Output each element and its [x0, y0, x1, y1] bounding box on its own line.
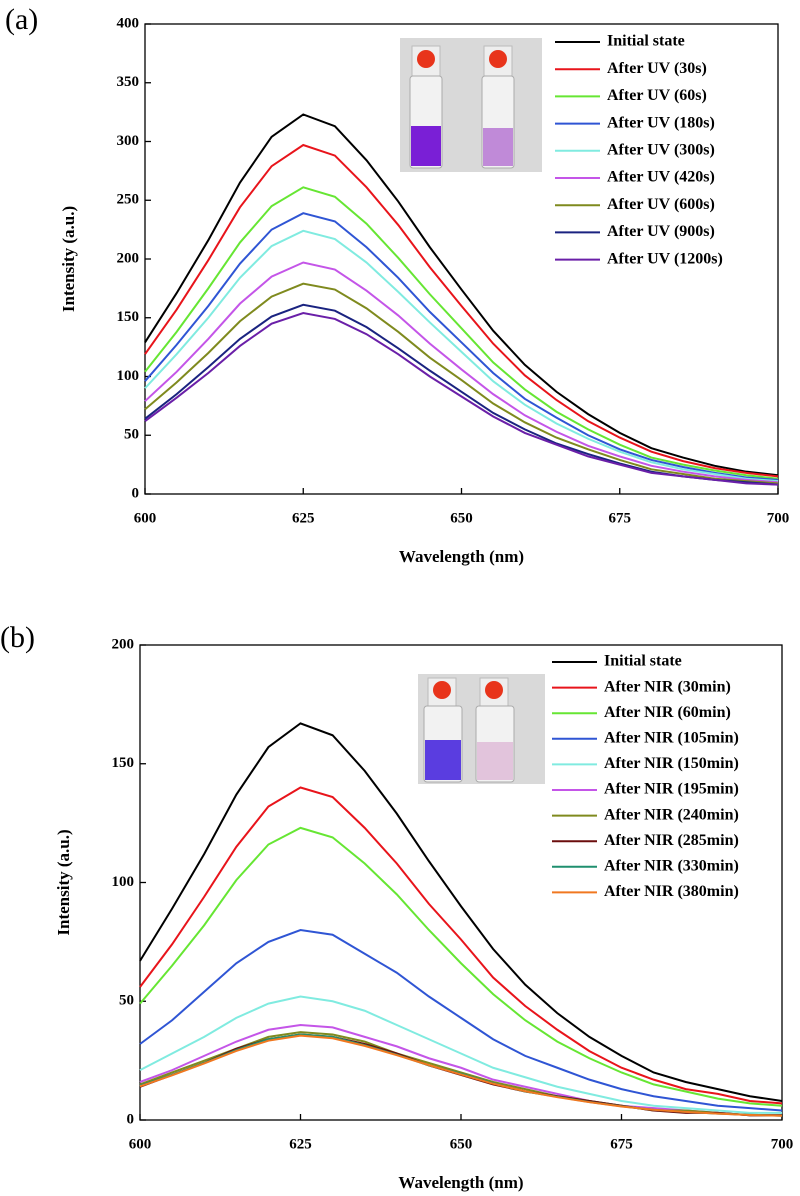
legend-label: After UV (30s): [607, 60, 707, 77]
x-tick-label: 650: [450, 510, 473, 526]
legend-label: After NIR (240min): [604, 806, 739, 823]
y-tick-label: 150: [117, 309, 140, 325]
y-tick-label: 350: [117, 74, 140, 90]
panel-label: (b): [0, 621, 35, 654]
data-line: [144, 282, 779, 485]
legend-label: After NIR (150min): [604, 755, 739, 772]
x-axis-label: Wavelength (nm): [398, 1173, 523, 1192]
data-line: [139, 995, 782, 1114]
legend-label: After NIR (330min): [604, 857, 739, 874]
data-line: [144, 143, 779, 478]
data-line: [144, 261, 779, 484]
y-tick-label: 100: [117, 368, 140, 384]
x-tick-label: 675: [609, 510, 632, 526]
panel-label: (a): [5, 3, 38, 36]
x-tick-label: 650: [450, 1136, 473, 1152]
y-tick-label: 300: [117, 133, 140, 149]
legend-label: After NIR (285min): [604, 832, 739, 849]
legend-label: After UV (60s): [607, 87, 707, 104]
legend-label: After NIR (30min): [604, 678, 731, 695]
x-tick-label: 625: [292, 510, 315, 526]
y-tick-label: 250: [117, 192, 140, 208]
legend-label: After UV (600s): [607, 196, 715, 213]
vial-photo: [418, 674, 545, 784]
legend-label: After UV (1200s): [607, 250, 723, 267]
legend-label: Initial state: [607, 33, 685, 50]
x-axis-label: Wavelength (nm): [399, 547, 524, 566]
data-line: [139, 928, 783, 1112]
y-tick-label: 100: [112, 874, 135, 890]
y-axis-label: Intensity (a.u.): [54, 829, 73, 935]
y-tick-label: 150: [112, 755, 135, 771]
y-axis-label: Intensity (a.u.): [59, 206, 78, 312]
x-tick-label: 700: [767, 510, 790, 526]
y-tick-label: 50: [119, 993, 134, 1009]
data-line: [144, 186, 779, 480]
legend-label: Initial state: [604, 653, 682, 670]
legend-label: After UV (900s): [607, 223, 715, 240]
legend-label: After NIR (380min): [604, 883, 739, 900]
y-tick-label: 400: [117, 15, 140, 31]
legend-label: After NIR (195min): [604, 781, 739, 798]
data-line: [139, 826, 783, 1107]
x-tick-label: 625: [289, 1136, 312, 1152]
legend-label: After UV (180s): [607, 114, 715, 131]
data-line: [139, 1034, 783, 1117]
legend-label: After UV (420s): [607, 169, 715, 186]
x-tick-label: 600: [134, 510, 157, 526]
x-tick-label: 700: [771, 1136, 794, 1152]
data-line: [144, 312, 779, 486]
legend-label: After NIR (60min): [604, 704, 731, 721]
y-tick-label: 50: [124, 427, 139, 443]
y-tick-label: 200: [117, 250, 140, 266]
data-line: [144, 113, 779, 477]
data-line: [139, 786, 783, 1105]
data-line: [144, 229, 779, 483]
y-tick-label: 200: [112, 636, 135, 652]
y-tick-label: 0: [127, 1111, 135, 1127]
data-line: [144, 212, 779, 481]
vial-photo: [400, 38, 542, 172]
x-tick-label: 600: [129, 1136, 152, 1152]
x-tick-label: 675: [610, 1136, 633, 1152]
legend-label: After NIR (105min): [604, 729, 739, 746]
legend-label: After UV (300s): [607, 141, 715, 158]
y-tick-label: 0: [132, 485, 140, 501]
data-line: [139, 722, 783, 1102]
